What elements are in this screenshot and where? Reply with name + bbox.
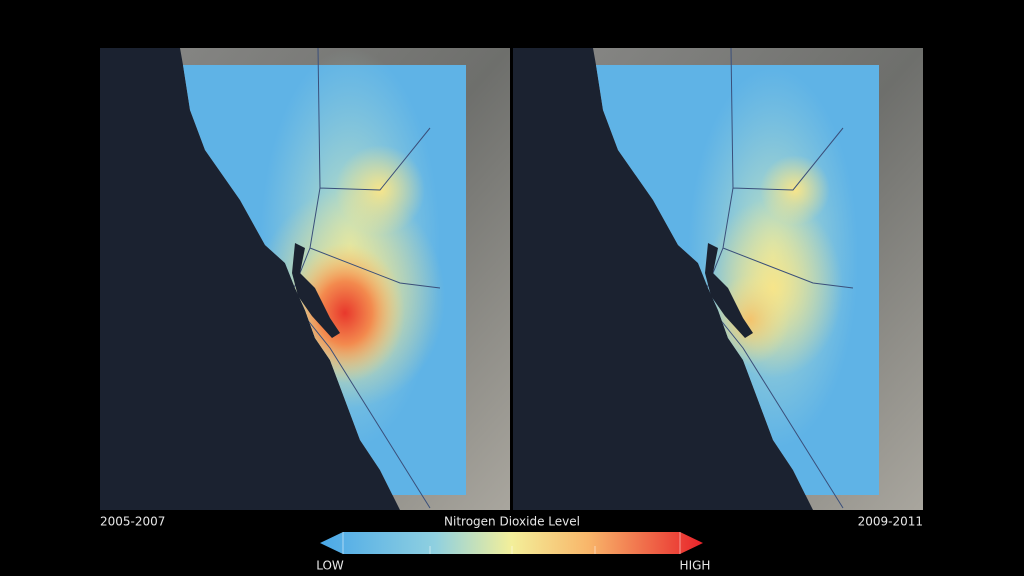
legend-low: LOW [316,559,344,573]
period-label: 2005-2007 [100,515,165,529]
legend-title: Nitrogen Dioxide Level [444,515,580,529]
map-panel [100,48,510,510]
scale-ticks [342,532,681,554]
color-scale [320,532,703,554]
legend-high: HIGH [680,559,711,573]
period-label: 2009-2011 [858,515,923,529]
map-panel [513,48,923,510]
